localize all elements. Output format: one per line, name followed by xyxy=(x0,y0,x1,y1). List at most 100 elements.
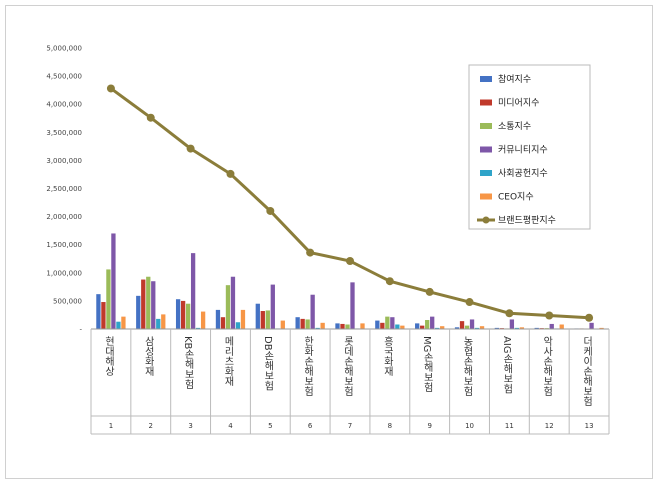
bar xyxy=(255,303,260,329)
bar xyxy=(350,282,355,329)
legend-label: CEO지수 xyxy=(498,192,534,203)
bar xyxy=(265,310,270,329)
bar xyxy=(175,299,181,329)
line-point xyxy=(385,277,394,286)
bar xyxy=(549,323,554,329)
bar xyxy=(400,325,405,329)
bar xyxy=(430,316,435,329)
bar xyxy=(395,324,400,329)
bar xyxy=(220,317,226,329)
bar xyxy=(415,323,420,329)
bar xyxy=(380,322,385,329)
bar xyxy=(136,295,141,329)
line-point xyxy=(226,169,235,178)
x-axis: 현대해상 1 삼성화재 2 KB손해보험 3 메리츠화재 4 DB손해보험 5 한화손해보험 6 롯데손… xyxy=(90,328,610,435)
rank-label: 1 xyxy=(109,422,113,430)
category-label: 흥국화재 xyxy=(381,335,393,377)
bar xyxy=(459,321,465,329)
bar xyxy=(185,303,191,329)
rank-label: 2 xyxy=(149,422,153,430)
category-label: AIG손해보험 xyxy=(501,336,513,394)
legend-swatch xyxy=(480,123,492,129)
bar xyxy=(151,281,156,329)
y-tick-label: 2,000,000 xyxy=(46,213,82,221)
bar xyxy=(345,324,350,329)
bar xyxy=(599,327,604,329)
bar xyxy=(180,300,186,329)
legend-marker xyxy=(482,216,490,224)
bar xyxy=(190,253,196,329)
bar xyxy=(121,316,126,329)
bar xyxy=(385,316,390,329)
bar xyxy=(156,318,161,329)
category-label: DB손해보험 xyxy=(262,336,274,391)
legend-swatch xyxy=(480,146,492,153)
category-label: 메리츠화재 xyxy=(222,336,234,387)
line-series xyxy=(106,84,594,322)
y-tick-label: 1,000,000 xyxy=(46,269,82,277)
bar xyxy=(454,327,460,329)
legend-label: 소통지수 xyxy=(498,121,531,132)
y-tick-label: 4,000,000 xyxy=(46,101,82,109)
bar xyxy=(260,311,265,329)
bar xyxy=(106,269,111,329)
bar xyxy=(320,322,325,329)
bar xyxy=(440,326,445,329)
bar xyxy=(235,322,241,329)
bar xyxy=(215,309,221,329)
y-tick-label: 2,500,000 xyxy=(46,185,82,193)
legend-swatch xyxy=(480,170,492,176)
bar xyxy=(514,327,520,329)
rank-label: 5 xyxy=(268,422,272,430)
bar xyxy=(474,327,480,329)
bar xyxy=(305,319,310,329)
chart: 5,000,000 4,500,000 4,000,000 3,500,000 3,00… xyxy=(46,45,610,435)
bar xyxy=(146,276,151,329)
y-tick-label: 1,500,000 xyxy=(46,241,82,249)
category-label: 농협손해보험 xyxy=(461,336,473,396)
y-tick-label: 3,500,000 xyxy=(46,129,82,137)
bar xyxy=(225,285,231,329)
rank-label: 7 xyxy=(348,422,352,430)
bar xyxy=(559,324,564,329)
bar xyxy=(200,311,206,329)
legend-label: 참여지수 xyxy=(498,73,531,85)
line-point xyxy=(425,287,434,296)
bar xyxy=(494,327,500,329)
category-label: 삼성화재 xyxy=(142,336,154,377)
line-point xyxy=(346,256,354,265)
bar xyxy=(141,279,146,329)
legend-swatch xyxy=(480,76,492,82)
bar xyxy=(310,294,315,329)
legend-label: 커뮤니티지수 xyxy=(498,145,548,156)
category-label: 더케이손해보험 xyxy=(581,336,593,406)
bar xyxy=(519,327,525,329)
line-point xyxy=(146,113,155,122)
bar xyxy=(111,233,116,329)
line-point xyxy=(106,84,115,93)
bar xyxy=(101,302,106,329)
y-tick-label: 5,000,000 xyxy=(46,45,82,53)
bar xyxy=(469,319,475,329)
bar xyxy=(360,323,365,329)
chart-frame: 5,000,000 4,500,000 4,000,000 3,500,000 3,00… xyxy=(5,5,653,479)
bar xyxy=(161,314,166,329)
line-point xyxy=(465,298,474,307)
bar xyxy=(534,327,539,329)
category-label: 현대해상 xyxy=(102,336,114,376)
category-label: 롯데손해보험 xyxy=(342,336,354,396)
rank-label: 10 xyxy=(465,422,474,430)
rank-label: 8 xyxy=(388,422,392,430)
bar xyxy=(589,322,594,329)
rank-label: 9 xyxy=(427,422,431,430)
bar xyxy=(116,321,121,329)
bar xyxy=(464,325,470,329)
rank-label: 13 xyxy=(585,422,594,430)
line-point xyxy=(585,313,594,322)
y-tick-label: 3,000,000 xyxy=(46,157,82,165)
bar xyxy=(509,319,515,329)
bar xyxy=(375,320,380,329)
line-point xyxy=(505,309,514,318)
line-point xyxy=(306,248,315,257)
